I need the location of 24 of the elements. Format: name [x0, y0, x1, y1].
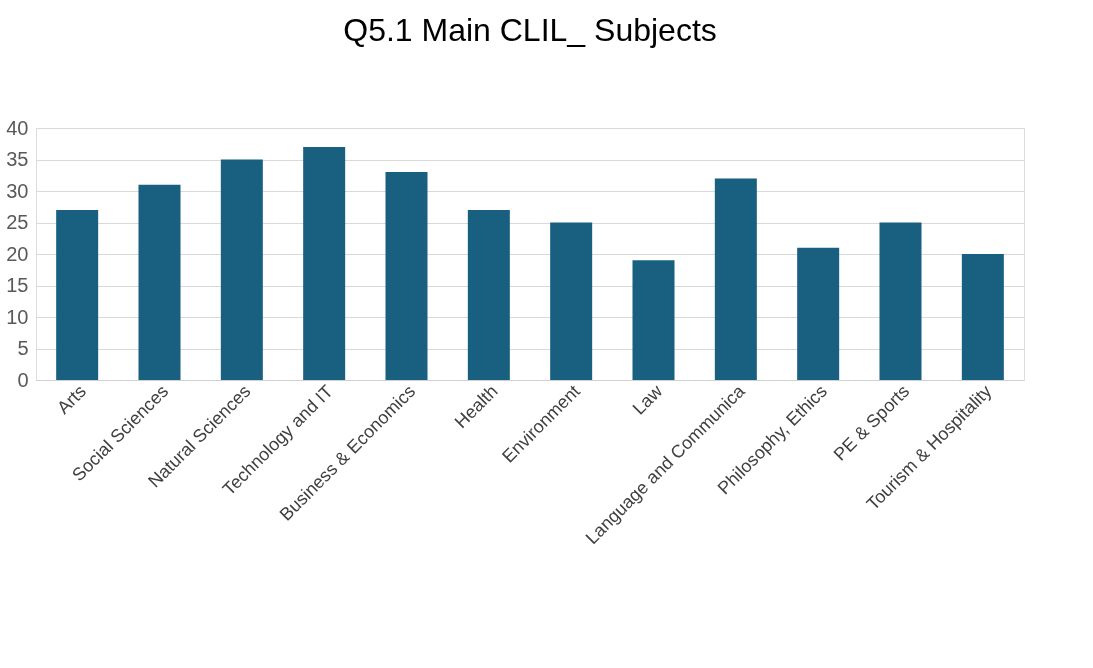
x-tick-label: Law	[628, 380, 667, 419]
y-tick-label: 20	[6, 242, 29, 265]
bar	[550, 222, 593, 380]
y-tick-label: 15	[6, 274, 29, 296]
bar	[56, 209, 99, 380]
y-tick-label: 0	[17, 368, 29, 391]
y-tick-label: 10	[6, 305, 29, 328]
x-tick-label: Arts	[53, 381, 90, 418]
y-tick-label: 35	[6, 148, 29, 170]
y-tick-label: 40	[6, 116, 29, 139]
bar	[138, 184, 181, 380]
y-tick-label: 25	[6, 211, 29, 233]
y-tick-label: 30	[6, 179, 29, 202]
bar	[467, 209, 510, 380]
bar	[879, 222, 922, 380]
bar	[385, 172, 428, 380]
bar	[220, 159, 263, 380]
bar	[797, 247, 840, 380]
bar	[303, 146, 346, 380]
bar	[961, 254, 1004, 380]
bar	[714, 178, 757, 380]
chart-title: Q5.1 Main CLIL_ Subjects	[343, 12, 717, 48]
bar	[632, 260, 675, 380]
y-tick-label: 5	[17, 337, 29, 359]
